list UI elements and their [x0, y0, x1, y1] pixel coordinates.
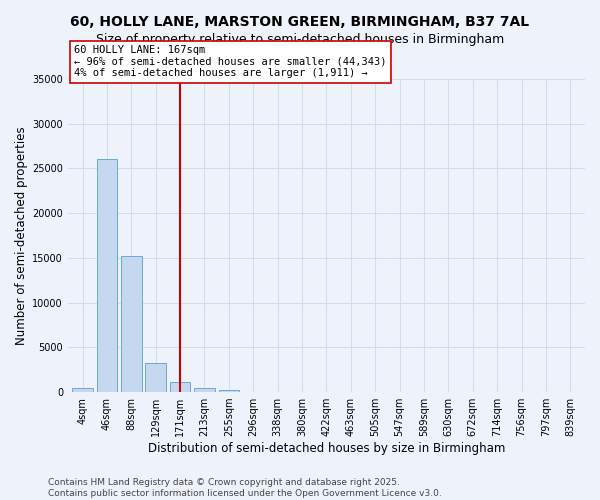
Y-axis label: Number of semi-detached properties: Number of semi-detached properties	[15, 126, 28, 345]
Text: 60, HOLLY LANE, MARSTON GREEN, BIRMINGHAM, B37 7AL: 60, HOLLY LANE, MARSTON GREEN, BIRMINGHA…	[70, 15, 530, 29]
Text: Size of property relative to semi-detached houses in Birmingham: Size of property relative to semi-detach…	[96, 32, 504, 46]
Bar	[218, 390, 239, 392]
X-axis label: Distribution of semi-detached houses by size in Birmingham: Distribution of semi-detached houses by …	[148, 442, 505, 455]
Bar	[145, 362, 166, 392]
Text: 60 HOLLY LANE: 167sqm
← 96% of semi-detached houses are smaller (44,343)
4% of s: 60 HOLLY LANE: 167sqm ← 96% of semi-deta…	[74, 46, 386, 78]
Text: Contains HM Land Registry data © Crown copyright and database right 2025.
Contai: Contains HM Land Registry data © Crown c…	[48, 478, 442, 498]
Bar	[170, 382, 190, 392]
Bar	[194, 388, 215, 392]
Bar	[97, 158, 117, 392]
Bar	[72, 388, 93, 392]
Bar	[121, 256, 142, 392]
